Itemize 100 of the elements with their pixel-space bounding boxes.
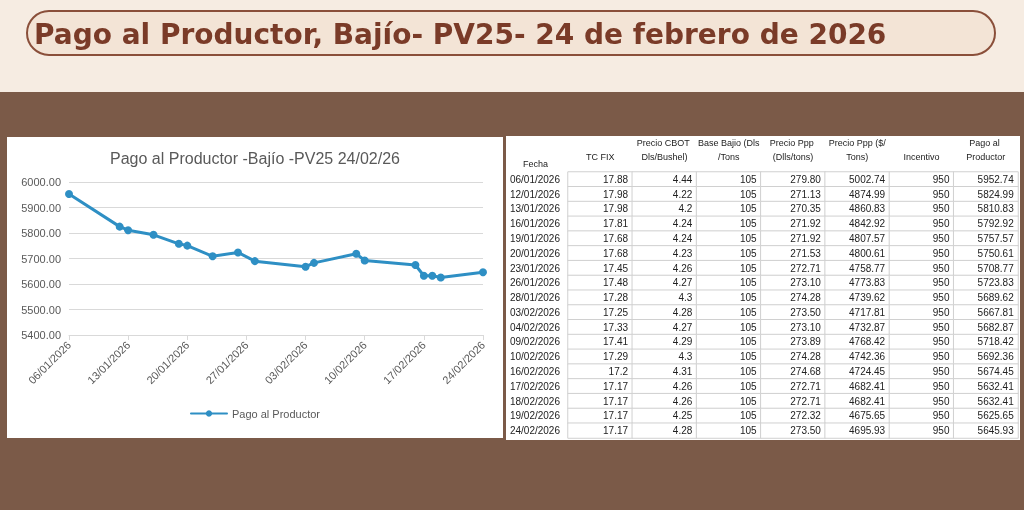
data-label: 105: [739, 277, 758, 289]
data-label: 5667.81: [977, 306, 1015, 318]
point: [149, 230, 158, 239]
point: [411, 261, 420, 270]
data-label: 105: [739, 395, 758, 407]
data-label: 4874.99: [849, 188, 886, 200]
data-label: 273.10: [790, 321, 822, 333]
data-label: 950: [932, 410, 950, 422]
data-label: 17.29: [603, 351, 629, 363]
data-label: 273.50: [790, 425, 822, 437]
data-label: 105: [739, 247, 758, 259]
y-tick-label: 26/01/2026: [509, 277, 561, 289]
point: [115, 222, 124, 231]
data-label: 950: [932, 203, 950, 215]
data-label: 5810.83: [977, 203, 1015, 215]
data-label: 950: [932, 380, 950, 392]
data-label: 17.17: [603, 380, 629, 392]
data-label: 4.28: [672, 306, 693, 318]
data-label: 5952.74: [977, 173, 1015, 185]
y-tick-label: 09/02/2026: [509, 336, 561, 348]
x-tick-label: Base Bajio (Dls/Tons: [697, 138, 760, 162]
data-label: 105: [739, 410, 758, 422]
data-label: 950: [932, 262, 950, 274]
y-tick-label: 19/01/2026: [509, 233, 561, 244]
y-tick-label: 5400.00: [21, 329, 61, 341]
x-tick-label: Precio CBOT Dls/Bushel): [636, 138, 693, 162]
data-label: 4.44: [672, 173, 693, 185]
point: [479, 268, 487, 277]
y-tick-label: 5900.00: [21, 201, 61, 214]
y-tick-label: 6000.00: [21, 176, 61, 188]
data-label: 105: [739, 218, 758, 230]
data-label: 4.25: [672, 410, 693, 422]
point: [174, 239, 183, 248]
point: [233, 248, 242, 257]
data-label: 5824.99: [977, 188, 1015, 200]
y-tick-label: 5700.00: [21, 252, 61, 265]
data-label: 4.24: [672, 218, 693, 230]
data-label: 105: [739, 173, 758, 185]
data-label: 950: [932, 366, 950, 377]
point: [208, 252, 217, 261]
data-label: 4682.41: [849, 380, 886, 392]
data-label: 950: [932, 306, 950, 318]
x-tick-label: Pago al Productor: [966, 138, 1006, 162]
data-label: 4.23: [672, 247, 693, 259]
y-tick-label: 12/01/2026: [509, 188, 561, 200]
data-label: 950: [932, 218, 950, 230]
text: Pago al Productor, Bajío- PV25- 24 de febrero de 2026: [26, 10, 996, 56]
data-label: 105: [739, 425, 758, 437]
data-label: 4.27: [672, 277, 693, 289]
data-label: 5645.93: [977, 425, 1015, 437]
y-tick-label: 24/02/2026: [509, 425, 561, 437]
data-label: 273.89: [790, 336, 822, 348]
data-label: 4758.77: [849, 262, 886, 274]
data-label: 17.25: [603, 306, 629, 318]
data-label: 274.28: [790, 292, 822, 304]
data-label: 5002.74: [849, 173, 886, 185]
y-tick-label: 04/02/2026: [509, 321, 561, 333]
data-label: 271.92: [790, 218, 822, 230]
data-label: 5750.61: [977, 247, 1015, 259]
y-tick-label: 18/02/2026: [509, 395, 561, 407]
legend-label: Pago al Productor: [231, 407, 321, 420]
point: [436, 273, 445, 282]
data-label: 105: [739, 292, 758, 304]
point: [301, 262, 310, 271]
y-tick-label: 16/01/2026: [509, 218, 561, 230]
y-axis-title: Fecha: [523, 158, 549, 169]
data-label: 950: [932, 277, 950, 289]
y-tick-label: 06/01/2026: [509, 173, 561, 185]
data-label: 950: [932, 233, 950, 244]
data-label: 950: [932, 247, 950, 259]
data-label: 4739.62: [849, 292, 886, 304]
data-label: 950: [932, 395, 950, 407]
data-label: 17.41: [603, 336, 629, 348]
data-label: 105: [739, 366, 758, 377]
data-label: 17.17: [603, 425, 629, 437]
data-label: 17.98: [603, 188, 629, 200]
y-tick-label: 5600.00: [21, 278, 61, 290]
data-label: 4742.36: [849, 351, 886, 363]
data-label: 5632.41: [977, 380, 1015, 392]
point: [352, 249, 361, 258]
data-label: 950: [932, 351, 950, 363]
point: [310, 258, 319, 267]
data-label: 5757.57: [977, 233, 1015, 244]
y-tick-label: 13/01/2026: [509, 203, 561, 215]
data-label: 4695.93: [849, 425, 886, 437]
data-label: 4.26: [672, 395, 693, 407]
data-label: 105: [739, 262, 758, 274]
point: [65, 190, 73, 199]
data-label: 273.10: [790, 277, 822, 289]
data-label: 274.28: [790, 351, 822, 363]
data-label: 5689.62: [977, 292, 1015, 304]
y-tick-label: 23/01/2026: [509, 262, 561, 274]
data-label: 105: [739, 351, 758, 363]
data-label: 4.24: [672, 233, 693, 244]
data-label: 105: [739, 203, 758, 215]
data-label: 17.45: [603, 262, 629, 274]
data-label: 272.71: [790, 262, 822, 274]
chart-title: Pago al Productor -Bajío -PV25 24/02/26: [110, 149, 401, 167]
y-tick-label: 19/02/2026: [509, 410, 561, 422]
x-tick-label: Precio Ppp (Dlls/tons): [769, 138, 817, 162]
